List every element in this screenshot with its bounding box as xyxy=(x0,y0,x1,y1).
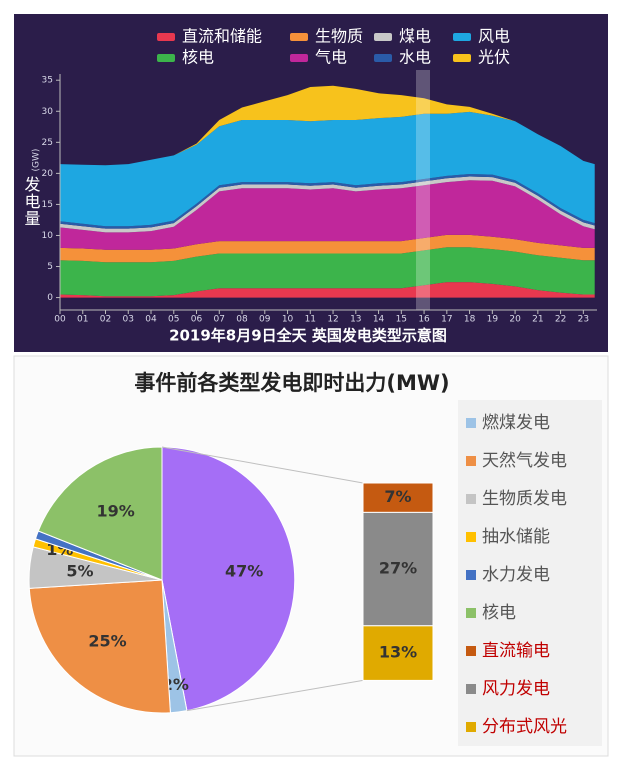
connector xyxy=(186,679,364,712)
x-tick-label: 22 xyxy=(555,315,566,325)
highlight-band xyxy=(416,70,430,310)
x-tick-label: 04 xyxy=(145,315,157,325)
x-tick-label: 14 xyxy=(373,315,385,325)
legend-label: 风电 xyxy=(478,27,510,46)
legend-swatch xyxy=(157,54,175,62)
legend-swatch xyxy=(466,532,476,542)
legend-label: 核电 xyxy=(482,603,516,623)
legend-swatch xyxy=(374,33,392,41)
legend-label: 光伏 xyxy=(478,48,510,67)
legend-swatch xyxy=(466,570,476,580)
breakdown-bar xyxy=(362,625,434,681)
x-tick-label: 20 xyxy=(509,315,521,325)
y-tick-label: 15 xyxy=(42,200,53,210)
slice-label: 5% xyxy=(66,562,93,581)
legend-label: 分布式风光 xyxy=(482,717,567,737)
legend-label: 煤电 xyxy=(399,27,431,46)
connector xyxy=(161,446,364,484)
x-tick-label: 08 xyxy=(236,315,248,325)
breakdown-label: 13% xyxy=(379,643,417,662)
pie-slice xyxy=(28,579,171,714)
x-tick-label: 02 xyxy=(100,315,111,325)
legend-swatch xyxy=(466,608,476,618)
legend-swatch xyxy=(374,54,392,62)
legend-label: 直流和储能 xyxy=(182,27,262,46)
x-tick-label: 07 xyxy=(214,315,225,325)
y-tick-label: 5 xyxy=(47,262,53,272)
area-series xyxy=(60,282,595,298)
x-tick-label: 21 xyxy=(532,315,543,325)
chart-title: 事件前各类型发电即时出力(MW) xyxy=(134,371,449,395)
legend-label: 燃煤发电 xyxy=(482,413,550,433)
area-series xyxy=(60,180,595,250)
legend-swatch xyxy=(466,646,476,656)
legend-swatch xyxy=(466,684,476,694)
slice-label: 19% xyxy=(97,501,135,520)
y-axis-unit: (GW) xyxy=(32,149,42,172)
x-tick-label: 18 xyxy=(464,315,476,325)
breakdown-label: 27% xyxy=(379,559,417,578)
legend-label: 水电 xyxy=(399,48,431,67)
legend-swatch xyxy=(466,456,476,466)
x-tick-label: 06 xyxy=(191,315,203,325)
legend-label: 核电 xyxy=(182,48,214,67)
legend-swatch xyxy=(290,33,308,41)
area-series xyxy=(60,176,595,233)
legend-swatch xyxy=(466,494,476,504)
legend-label: 直流输电 xyxy=(482,641,550,661)
x-tick-label: 19 xyxy=(487,315,499,325)
legend-swatch xyxy=(453,33,471,41)
x-tick-label: 01 xyxy=(77,315,88,325)
area-series xyxy=(60,234,595,263)
x-tick-label: 17 xyxy=(441,315,452,325)
y-tick-label: 25 xyxy=(42,138,53,148)
breakdown-label: 7% xyxy=(384,487,411,506)
area-series xyxy=(60,85,595,166)
x-tick-label: 03 xyxy=(123,315,134,325)
area-series xyxy=(60,247,595,297)
chart-title: 2019年8月9日全天 英国发电类型示意图 xyxy=(169,327,447,345)
legend-label: 抽水储能 xyxy=(482,527,550,547)
legend-swatch xyxy=(453,54,471,62)
legend-label: 生物质发电 xyxy=(482,489,567,509)
x-tick-label: 13 xyxy=(350,315,361,325)
legend-swatch xyxy=(157,33,175,41)
y-tick-label: 10 xyxy=(42,231,54,241)
x-tick-label: 16 xyxy=(418,315,430,325)
legend-label: 生物质 xyxy=(315,27,363,46)
x-tick-label: 11 xyxy=(305,315,316,325)
y-tick-label: 30 xyxy=(42,107,54,117)
legend-label: 风力发电 xyxy=(482,679,550,699)
legend-swatch xyxy=(466,722,476,732)
legend-label: 气电 xyxy=(315,48,347,67)
x-tick-label: 00 xyxy=(54,315,66,325)
pie-chart: 事件前各类型发电即时出力(MW)47%2%25%5%1%19%7%27%13%燃… xyxy=(28,371,567,737)
y-tick-label: 35 xyxy=(42,76,53,86)
breakdown-bar xyxy=(362,511,434,627)
breakdown-bar xyxy=(362,482,434,513)
x-tick-label: 15 xyxy=(396,315,407,325)
legend-swatch xyxy=(466,418,476,428)
x-tick-label: 10 xyxy=(282,315,294,325)
x-tick-label: 12 xyxy=(327,315,338,325)
x-tick-label: 23 xyxy=(578,315,589,325)
slice-label: 47% xyxy=(225,562,263,581)
legend-label: 水力发电 xyxy=(482,565,550,585)
slice-label: 25% xyxy=(88,631,126,650)
y-axis-label: 发电量 xyxy=(22,176,41,227)
x-tick-label: 09 xyxy=(259,315,271,325)
legend-label: 天然气发电 xyxy=(482,451,567,471)
y-tick-label: 0 xyxy=(47,293,53,303)
legend-box xyxy=(458,400,602,746)
area-series xyxy=(60,111,595,227)
pie-slice xyxy=(37,446,163,581)
pie-slice xyxy=(161,446,296,712)
y-tick-label: 20 xyxy=(42,169,54,179)
legend-swatch xyxy=(290,54,308,62)
x-tick-label: 05 xyxy=(168,315,179,325)
